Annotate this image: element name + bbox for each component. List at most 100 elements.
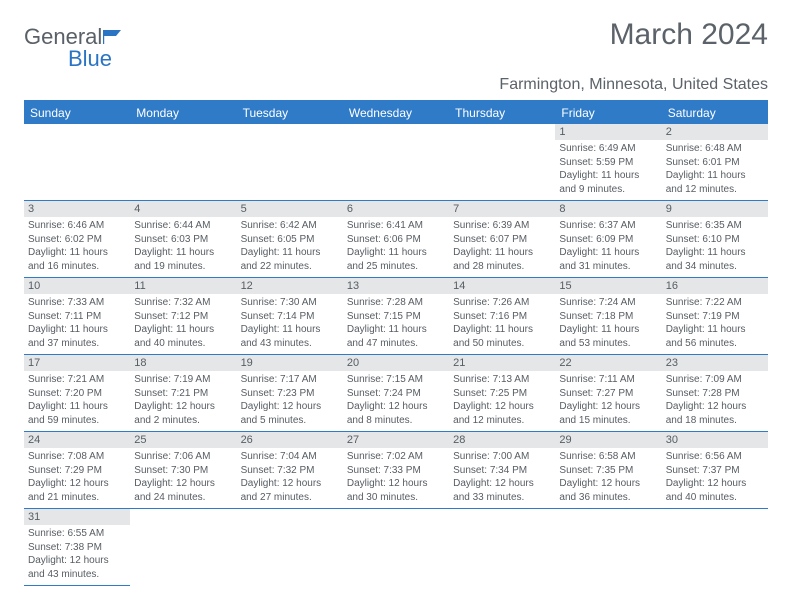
calendar-cell: 3Sunrise: 6:46 AMSunset: 6:02 PMDaylight… — [24, 201, 130, 278]
weekday-header: Friday — [555, 102, 661, 124]
weekday-header: Saturday — [662, 102, 768, 124]
calendar-cell — [237, 124, 343, 201]
day-number: 13 — [343, 278, 449, 294]
day-number: 15 — [555, 278, 661, 294]
day-number: 19 — [237, 355, 343, 371]
day-number: 20 — [343, 355, 449, 371]
day-details: Sunrise: 6:42 AMSunset: 6:05 PMDaylight:… — [237, 217, 343, 277]
day-number: 25 — [130, 432, 236, 448]
day-details: Sunrise: 7:08 AMSunset: 7:29 PMDaylight:… — [24, 448, 130, 508]
day-details: Sunrise: 6:58 AMSunset: 7:35 PMDaylight:… — [555, 448, 661, 508]
day-details: Sunrise: 6:35 AMSunset: 6:10 PMDaylight:… — [662, 217, 768, 277]
calendar-cell — [662, 509, 768, 586]
day-details: Sunrise: 6:37 AMSunset: 6:09 PMDaylight:… — [555, 217, 661, 277]
calendar-header-row: SundayMondayTuesdayWednesdayThursdayFrid… — [24, 102, 768, 124]
page-title: March 2024 — [610, 18, 768, 52]
day-details: Sunrise: 7:24 AMSunset: 7:18 PMDaylight:… — [555, 294, 661, 354]
calendar-cell: 28Sunrise: 7:00 AMSunset: 7:34 PMDayligh… — [449, 432, 555, 509]
day-details: Sunrise: 7:11 AMSunset: 7:27 PMDaylight:… — [555, 371, 661, 431]
calendar-cell — [237, 509, 343, 586]
calendar-cell: 26Sunrise: 7:04 AMSunset: 7:32 PMDayligh… — [237, 432, 343, 509]
calendar-cell — [555, 509, 661, 586]
day-details: Sunrise: 7:06 AMSunset: 7:30 PMDaylight:… — [130, 448, 236, 508]
calendar-cell: 23Sunrise: 7:09 AMSunset: 7:28 PMDayligh… — [662, 355, 768, 432]
calendar-cell: 21Sunrise: 7:13 AMSunset: 7:25 PMDayligh… — [449, 355, 555, 432]
day-details: Sunrise: 7:15 AMSunset: 7:24 PMDaylight:… — [343, 371, 449, 431]
calendar-cell: 27Sunrise: 7:02 AMSunset: 7:33 PMDayligh… — [343, 432, 449, 509]
calendar-cell: 17Sunrise: 7:21 AMSunset: 7:20 PMDayligh… — [24, 355, 130, 432]
day-number: 11 — [130, 278, 236, 294]
calendar-cell: 10Sunrise: 7:33 AMSunset: 7:11 PMDayligh… — [24, 278, 130, 355]
day-number: 10 — [24, 278, 130, 294]
day-details: Sunrise: 6:56 AMSunset: 7:37 PMDaylight:… — [662, 448, 768, 508]
day-details: Sunrise: 6:44 AMSunset: 6:03 PMDaylight:… — [130, 217, 236, 277]
day-number: 21 — [449, 355, 555, 371]
day-details: Sunrise: 6:49 AMSunset: 5:59 PMDaylight:… — [555, 140, 661, 200]
day-number: 9 — [662, 201, 768, 217]
calendar-cell: 30Sunrise: 6:56 AMSunset: 7:37 PMDayligh… — [662, 432, 768, 509]
calendar-cell — [449, 509, 555, 586]
calendar-cell: 19Sunrise: 7:17 AMSunset: 7:23 PMDayligh… — [237, 355, 343, 432]
calendar-cell: 5Sunrise: 6:42 AMSunset: 6:05 PMDaylight… — [237, 201, 343, 278]
calendar-cell — [130, 124, 236, 201]
day-details: Sunrise: 6:39 AMSunset: 6:07 PMDaylight:… — [449, 217, 555, 277]
day-details: Sunrise: 7:19 AMSunset: 7:21 PMDaylight:… — [130, 371, 236, 431]
calendar-cell: 4Sunrise: 6:44 AMSunset: 6:03 PMDaylight… — [130, 201, 236, 278]
weekday-header: Monday — [130, 102, 236, 124]
day-details: Sunrise: 7:00 AMSunset: 7:34 PMDaylight:… — [449, 448, 555, 508]
calendar-cell: 15Sunrise: 7:24 AMSunset: 7:18 PMDayligh… — [555, 278, 661, 355]
calendar-cell: 8Sunrise: 6:37 AMSunset: 6:09 PMDaylight… — [555, 201, 661, 278]
calendar-cell: 9Sunrise: 6:35 AMSunset: 6:10 PMDaylight… — [662, 201, 768, 278]
day-number: 8 — [555, 201, 661, 217]
calendar-cell: 2Sunrise: 6:48 AMSunset: 6:01 PMDaylight… — [662, 124, 768, 201]
day-number: 22 — [555, 355, 661, 371]
weekday-header: Wednesday — [343, 102, 449, 124]
day-details: Sunrise: 7:33 AMSunset: 7:11 PMDaylight:… — [24, 294, 130, 354]
day-details: Sunrise: 7:21 AMSunset: 7:20 PMDaylight:… — [24, 371, 130, 431]
day-number: 16 — [662, 278, 768, 294]
calendar-cell — [24, 124, 130, 201]
day-details: Sunrise: 7:04 AMSunset: 7:32 PMDaylight:… — [237, 448, 343, 508]
day-details: Sunrise: 7:13 AMSunset: 7:25 PMDaylight:… — [449, 371, 555, 431]
calendar-cell: 14Sunrise: 7:26 AMSunset: 7:16 PMDayligh… — [449, 278, 555, 355]
day-number: 18 — [130, 355, 236, 371]
calendar-cell — [449, 124, 555, 201]
weekday-header: Sunday — [24, 102, 130, 124]
day-number: 12 — [237, 278, 343, 294]
calendar-cell: 24Sunrise: 7:08 AMSunset: 7:29 PMDayligh… — [24, 432, 130, 509]
day-details: Sunrise: 6:55 AMSunset: 7:38 PMDaylight:… — [24, 525, 130, 585]
calendar-cell: 20Sunrise: 7:15 AMSunset: 7:24 PMDayligh… — [343, 355, 449, 432]
day-number: 24 — [24, 432, 130, 448]
day-number: 26 — [237, 432, 343, 448]
day-details: Sunrise: 6:46 AMSunset: 6:02 PMDaylight:… — [24, 217, 130, 277]
day-number: 7 — [449, 201, 555, 217]
location-subtitle: Farmington, Minnesota, United States — [24, 76, 768, 102]
day-details: Sunrise: 7:22 AMSunset: 7:19 PMDaylight:… — [662, 294, 768, 354]
logo: General Blue — [24, 18, 125, 72]
day-details: Sunrise: 6:48 AMSunset: 6:01 PMDaylight:… — [662, 140, 768, 200]
weekday-header: Thursday — [449, 102, 555, 124]
calendar-cell: 31Sunrise: 6:55 AMSunset: 7:38 PMDayligh… — [24, 509, 130, 586]
calendar-cell — [130, 509, 236, 586]
day-number: 5 — [237, 201, 343, 217]
calendar-cell: 18Sunrise: 7:19 AMSunset: 7:21 PMDayligh… — [130, 355, 236, 432]
calendar-cell: 22Sunrise: 7:11 AMSunset: 7:27 PMDayligh… — [555, 355, 661, 432]
day-details: Sunrise: 7:02 AMSunset: 7:33 PMDaylight:… — [343, 448, 449, 508]
day-number: 27 — [343, 432, 449, 448]
day-number: 14 — [449, 278, 555, 294]
calendar-cell: 12Sunrise: 7:30 AMSunset: 7:14 PMDayligh… — [237, 278, 343, 355]
calendar-cell — [343, 124, 449, 201]
day-details: Sunrise: 6:41 AMSunset: 6:06 PMDaylight:… — [343, 217, 449, 277]
day-details: Sunrise: 7:32 AMSunset: 7:12 PMDaylight:… — [130, 294, 236, 354]
day-number: 6 — [343, 201, 449, 217]
day-number: 29 — [555, 432, 661, 448]
day-number: 1 — [555, 124, 661, 140]
day-number: 23 — [662, 355, 768, 371]
day-number: 31 — [24, 509, 130, 525]
day-number: 30 — [662, 432, 768, 448]
calendar-cell: 29Sunrise: 6:58 AMSunset: 7:35 PMDayligh… — [555, 432, 661, 509]
calendar-cell: 1Sunrise: 6:49 AMSunset: 5:59 PMDaylight… — [555, 124, 661, 201]
calendar-cell: 11Sunrise: 7:32 AMSunset: 7:12 PMDayligh… — [130, 278, 236, 355]
day-details: Sunrise: 7:17 AMSunset: 7:23 PMDaylight:… — [237, 371, 343, 431]
calendar-cell — [343, 509, 449, 586]
